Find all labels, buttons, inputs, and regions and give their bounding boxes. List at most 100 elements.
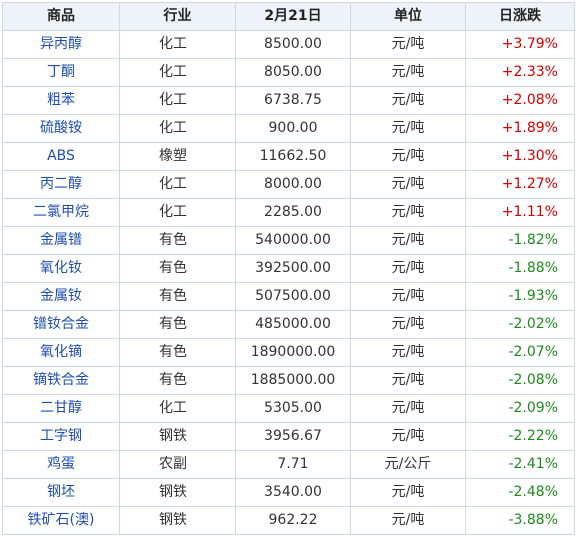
price-cell: 507500.00 xyxy=(235,282,351,311)
table-row: 二氯甲烷 化工 2285.00 元/吨 +1.11% xyxy=(2,198,575,227)
commodity-name-link[interactable]: 二氯甲烷 xyxy=(2,198,120,227)
commodity-price-table: 商品 行业 2月21日 单位 日涨跌 异丙醇 化工 8500.00 元/吨 +3.79%… xyxy=(2,2,575,535)
table-row: 鸡蛋 农副 7.71 元/公斤 -2.41% xyxy=(2,450,575,479)
unit-cell: 元/吨 xyxy=(350,226,466,255)
industry-cell: 化工 xyxy=(119,30,236,59)
unit-cell: 元/吨 xyxy=(350,282,466,311)
table-row: 丁酮 化工 8050.00 元/吨 +2.33% xyxy=(2,58,575,87)
industry-cell: 钢铁 xyxy=(119,422,236,451)
change-cell: +2.33% xyxy=(465,58,575,87)
table-row: 金属镨 有色 540000.00 元/吨 -1.82% xyxy=(2,226,575,255)
change-cell: -2.09% xyxy=(465,394,575,423)
industry-cell: 化工 xyxy=(119,86,236,115)
table-row: ABS 橡塑 11662.50 元/吨 +1.30% xyxy=(2,142,575,171)
table-row: 钢坯 钢铁 3540.00 元/吨 -2.48% xyxy=(2,478,575,507)
change-cell: -2.02% xyxy=(465,310,575,339)
table-row: 氧化镝 有色 1890000.00 元/吨 -2.07% xyxy=(2,338,575,367)
commodity-name-link[interactable]: 鸡蛋 xyxy=(2,450,120,479)
price-cell: 2285.00 xyxy=(235,198,351,227)
change-cell: +1.11% xyxy=(465,198,575,227)
change-cell: -2.08% xyxy=(465,366,575,395)
price-cell: 5305.00 xyxy=(235,394,351,423)
commodity-name-link[interactable]: 二甘醇 xyxy=(2,394,120,423)
change-cell: +1.30% xyxy=(465,142,575,171)
change-cell: -1.93% xyxy=(465,282,575,311)
unit-cell: 元/吨 xyxy=(350,142,466,171)
table-row: 氧化钕 有色 392500.00 元/吨 -1.88% xyxy=(2,254,575,283)
industry-cell: 有色 xyxy=(119,282,236,311)
table-row: 工字钢 钢铁 3956.67 元/吨 -2.22% xyxy=(2,422,575,451)
commodity-name-link[interactable]: 丁酮 xyxy=(2,58,120,87)
table-row: 镝铁合金 有色 1885000.00 元/吨 -2.08% xyxy=(2,366,575,395)
price-cell: 3956.67 xyxy=(235,422,351,451)
price-cell: 8050.00 xyxy=(235,58,351,87)
industry-cell: 有色 xyxy=(119,338,236,367)
unit-cell: 元/吨 xyxy=(350,254,466,283)
price-cell: 540000.00 xyxy=(235,226,351,255)
commodity-name-link[interactable]: 硫酸铵 xyxy=(2,114,120,143)
change-cell: -2.48% xyxy=(465,478,575,507)
unit-cell: 元/吨 xyxy=(350,478,466,507)
commodity-name-link[interactable]: 镨钕合金 xyxy=(2,310,120,339)
commodity-name-link[interactable]: ABS xyxy=(2,142,120,171)
table-row: 镨钕合金 有色 485000.00 元/吨 -2.02% xyxy=(2,310,575,339)
industry-cell: 化工 xyxy=(119,394,236,423)
unit-cell: 元/吨 xyxy=(350,422,466,451)
industry-cell: 化工 xyxy=(119,114,236,143)
industry-cell: 钢铁 xyxy=(119,506,236,535)
price-cell: 900.00 xyxy=(235,114,351,143)
change-cell: -2.41% xyxy=(465,450,575,479)
commodity-name-link[interactable]: 金属镨 xyxy=(2,226,120,255)
commodity-name-link[interactable]: 金属钕 xyxy=(2,282,120,311)
table-row: 硫酸铵 化工 900.00 元/吨 +1.89% xyxy=(2,114,575,143)
commodity-name-link[interactable]: 工字钢 xyxy=(2,422,120,451)
industry-cell: 钢铁 xyxy=(119,478,236,507)
unit-cell: 元/吨 xyxy=(350,338,466,367)
table-row: 丙二醇 化工 8000.00 元/吨 +1.27% xyxy=(2,170,575,199)
price-cell: 1885000.00 xyxy=(235,366,351,395)
unit-cell: 元/吨 xyxy=(350,198,466,227)
unit-cell: 元/吨 xyxy=(350,114,466,143)
unit-cell: 元/吨 xyxy=(350,170,466,199)
industry-cell: 有色 xyxy=(119,226,236,255)
change-cell: -1.88% xyxy=(465,254,575,283)
change-cell: +1.27% xyxy=(465,170,575,199)
price-cell: 8500.00 xyxy=(235,30,351,59)
industry-cell: 化工 xyxy=(119,198,236,227)
unit-cell: 元/吨 xyxy=(350,366,466,395)
price-cell: 962.22 xyxy=(235,506,351,535)
commodity-name-link[interactable]: 丙二醇 xyxy=(2,170,120,199)
table-body: 异丙醇 化工 8500.00 元/吨 +3.79% 丁酮 化工 8050.00 元/吨 +2.33… xyxy=(2,30,575,535)
commodity-name-link[interactable]: 钢坯 xyxy=(2,478,120,507)
industry-cell: 农副 xyxy=(119,450,236,479)
header-date: 2月21日 xyxy=(235,2,351,31)
price-cell: 8000.00 xyxy=(235,170,351,199)
header-unit: 单位 xyxy=(350,2,466,31)
change-cell: -3.88% xyxy=(465,506,575,535)
change-cell: -1.82% xyxy=(465,226,575,255)
unit-cell: 元/吨 xyxy=(350,58,466,87)
commodity-name-link[interactable]: 异丙醇 xyxy=(2,30,120,59)
unit-cell: 元/吨 xyxy=(350,310,466,339)
commodity-name-link[interactable]: 粗苯 xyxy=(2,86,120,115)
industry-cell: 有色 xyxy=(119,254,236,283)
price-cell: 3540.00 xyxy=(235,478,351,507)
header-name: 商品 xyxy=(2,2,120,31)
table-row: 金属钕 有色 507500.00 元/吨 -1.93% xyxy=(2,282,575,311)
price-cell: 7.71 xyxy=(235,450,351,479)
change-cell: -2.22% xyxy=(465,422,575,451)
unit-cell: 元/吨 xyxy=(350,30,466,59)
commodity-name-link[interactable]: 氧化镝 xyxy=(2,338,120,367)
change-cell: +3.79% xyxy=(465,30,575,59)
industry-cell: 化工 xyxy=(119,58,236,87)
commodity-name-link[interactable]: 镝铁合金 xyxy=(2,366,120,395)
price-cell: 11662.50 xyxy=(235,142,351,171)
change-cell: +2.08% xyxy=(465,86,575,115)
commodity-name-link[interactable]: 铁矿石(澳) xyxy=(2,506,120,535)
price-cell: 6738.75 xyxy=(235,86,351,115)
header-row: 商品 行业 2月21日 单位 日涨跌 xyxy=(2,2,575,31)
table-row: 二甘醇 化工 5305.00 元/吨 -2.09% xyxy=(2,394,575,423)
table-header: 商品 行业 2月21日 单位 日涨跌 xyxy=(2,2,575,31)
commodity-name-link[interactable]: 氧化钕 xyxy=(2,254,120,283)
industry-cell: 化工 xyxy=(119,170,236,199)
